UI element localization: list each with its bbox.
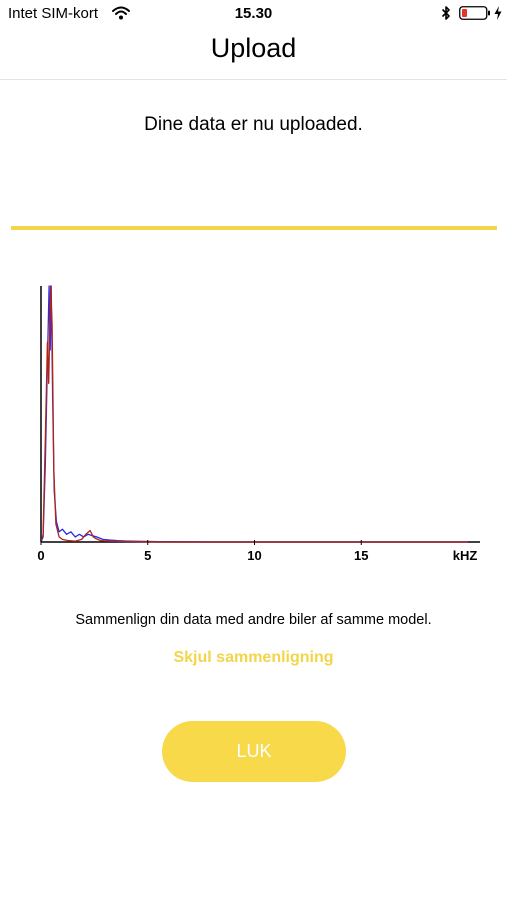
compare-description: Sammenlign din data med andre biler af s… — [75, 612, 432, 628]
bluetooth-icon — [441, 6, 450, 20]
battery-icon — [459, 6, 490, 20]
hide-comparison-link[interactable]: Skjul sammenligning — [173, 649, 334, 666]
page-title: Upload — [210, 33, 297, 63]
wifi-icon — [112, 6, 130, 20]
x-tick-label-10: 10 — [247, 548, 261, 563]
charging-icon — [494, 6, 502, 20]
x-axis-unit-label: kHZ — [453, 548, 478, 563]
series-line-1 — [40, 285, 468, 543]
status-bar: Intet SIM-kort 15.30 — [0, 0, 507, 28]
series-line-2 — [40, 285, 468, 543]
close-button[interactable]: LUK — [162, 721, 346, 782]
status-time: 15.30 — [234, 5, 273, 22]
x-tick-label-5: 5 — [144, 548, 151, 563]
upload-confirmation-message: Dine data er nu uploaded. — [144, 114, 363, 135]
accent-divider — [11, 226, 497, 230]
navigation-bar: Upload — [0, 28, 507, 80]
carrier-label: Intet SIM-kort — [8, 5, 99, 22]
frequency-chart: 0 5 10 15 kHZ — [37, 285, 480, 563]
x-tick-label-15: 15 — [354, 548, 368, 563]
x-tick-label-0: 0 — [37, 548, 44, 563]
